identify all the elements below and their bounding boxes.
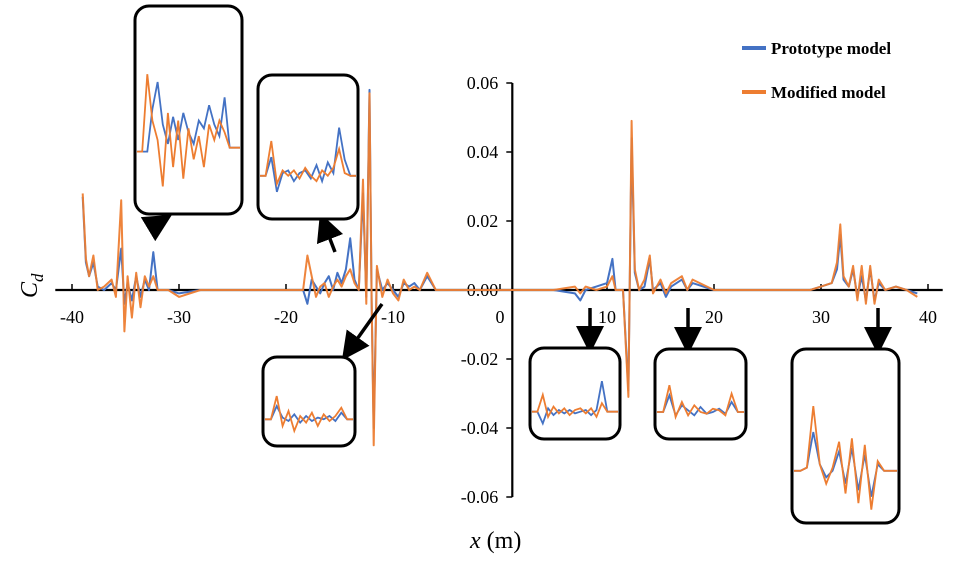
inset-arrows <box>140 212 892 361</box>
x-tick-label: 40 <box>919 307 937 327</box>
inset-c-frame <box>261 355 357 448</box>
inset-b-frame <box>256 73 360 221</box>
y-tick-label: -0.04 <box>461 418 499 438</box>
x-tick-label: 20 <box>705 307 723 327</box>
inset-e-prototype-line <box>657 392 744 418</box>
axes: -40 -30 -20 -10 0 10 20 30 40-0.06-0.04-0.020.00… <box>55 73 943 507</box>
inset-c <box>261 355 357 448</box>
x-axis-title: x (m) <box>469 528 521 554</box>
inset-f-frame <box>790 347 901 525</box>
x-tick-label: 10 <box>598 307 616 327</box>
y-tick-label: 0.02 <box>467 211 499 231</box>
legend-label-prototype: Prototype model <box>771 39 891 58</box>
inset-f <box>790 347 901 525</box>
x-tick-label: -10 <box>381 307 405 327</box>
inset-e-frame <box>653 347 748 441</box>
inset-b-prototype-line <box>260 127 356 193</box>
series-layer <box>81 88 918 447</box>
inset-a-frame <box>133 4 244 216</box>
inset-b-modified-line <box>260 140 356 188</box>
inset-a <box>133 4 244 216</box>
y-tick-label: -0.06 <box>461 487 499 507</box>
y-axis-title: Cd <box>17 273 47 298</box>
inset-d <box>528 346 622 441</box>
x-axis-title-unit: (m) <box>481 528 522 554</box>
inset-d-modified-line <box>532 391 618 420</box>
inset-b <box>256 73 360 221</box>
legend-label-modified: Modified model <box>771 83 886 102</box>
inset-a-modified-line <box>137 74 240 187</box>
inset-e <box>653 347 748 441</box>
x-tick-label: 0 <box>496 307 505 327</box>
x-tick-label: 30 <box>812 307 830 327</box>
y-tick-label: 0.04 <box>467 142 499 162</box>
y-tick-label: 0.06 <box>467 73 499 93</box>
x-tick-label: -30 <box>167 307 191 327</box>
inset-c-modified-line <box>265 395 353 434</box>
inset-panels <box>133 4 901 525</box>
y-axis-title-sub: d <box>28 273 47 282</box>
inset-f-modified-line <box>794 406 897 510</box>
y-tick-label: -0.02 <box>461 349 499 369</box>
inset-a-arrow <box>140 214 173 242</box>
x-tick-label: -20 <box>274 307 298 327</box>
x-tick-label: -40 <box>60 307 84 327</box>
x-axis-title-var: x <box>469 528 481 554</box>
y-axis-title-main: C <box>17 281 43 298</box>
inset-c-arrow <box>341 302 384 361</box>
inset-f-prototype-line <box>794 431 897 497</box>
inset-b-arrow <box>316 212 344 253</box>
inset-e-modified-line <box>657 384 744 421</box>
inset-d-frame <box>528 346 622 441</box>
legend: Prototype model Modified model <box>742 39 891 102</box>
series-line-modified <box>81 92 918 447</box>
inset-d-prototype-line <box>532 381 618 426</box>
